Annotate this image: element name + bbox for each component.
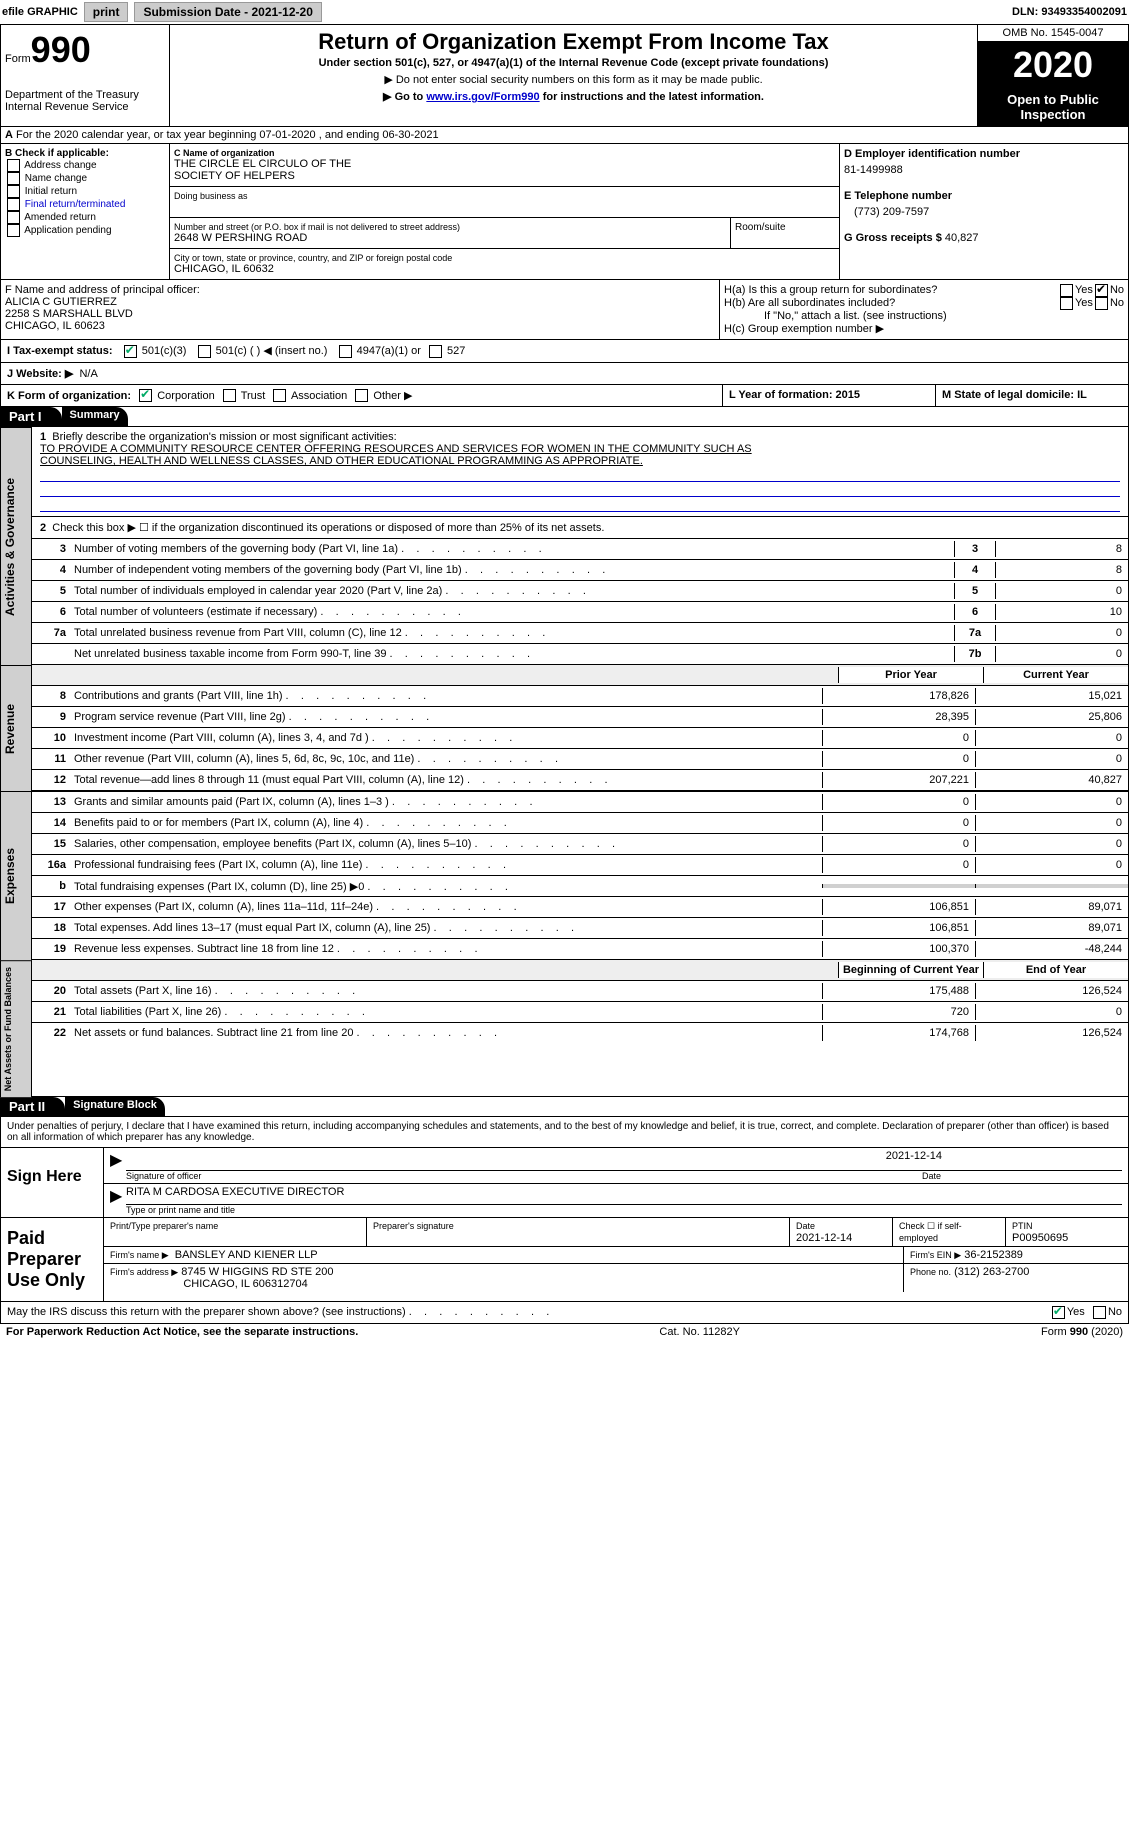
form-title: Return of Organization Exempt From Incom… <box>174 29 973 55</box>
form-header: Form990 Department of the Treasury Inter… <box>0 25 1129 127</box>
dept-treasury: Department of the Treasury Internal Reve… <box>5 89 165 113</box>
b-item: Name change <box>5 172 165 185</box>
b-item: Amended return <box>5 211 165 224</box>
fin-line: 21 Total liabilities (Part X, line 26) 7… <box>32 1001 1128 1022</box>
block-bcde: B Check if applicable: Address change Na… <box>0 144 1129 280</box>
b-item: Application pending <box>5 224 165 237</box>
omb: OMB No. 1545-0047 <box>978 25 1128 42</box>
fin-line: b Total fundraising expenses (Part IX, c… <box>32 875 1128 896</box>
fin-line: 18 Total expenses. Add lines 13–17 (must… <box>32 917 1128 938</box>
col-de: D Employer identification number 81-1499… <box>839 144 1128 279</box>
header-right: OMB No. 1545-0047 2020 Open to Public In… <box>977 25 1128 126</box>
b-label: B Check if applicable: <box>5 148 165 159</box>
col-f: F Name and address of principal officer:… <box>1 280 720 339</box>
top-bar: efile GRAPHIC print Submission Date - 20… <box>0 0 1129 25</box>
col-c: C Name of organization THE CIRCLE EL CIR… <box>170 144 839 279</box>
form-word: Form <box>5 53 31 65</box>
fin-line: 9 Program service revenue (Part VIII, li… <box>32 706 1128 727</box>
fin-line: 13 Grants and similar amounts paid (Part… <box>32 791 1128 812</box>
submission-date[interactable]: Submission Date - 2021-12-20 <box>134 2 321 22</box>
gov-line: 4 Number of independent voting members o… <box>32 559 1128 580</box>
gov-line: 3 Number of voting members of the govern… <box>32 538 1128 559</box>
fin-line: 14 Benefits paid to or for members (Part… <box>32 812 1128 833</box>
col-b: B Check if applicable: Address change Na… <box>1 144 170 279</box>
b-item: Address change <box>5 159 165 172</box>
part2-head: Part II Signature Block <box>0 1097 1129 1117</box>
irs-link[interactable]: www.irs.gov/Form990 <box>426 91 539 103</box>
header-mid: Return of Organization Exempt From Incom… <box>170 25 977 126</box>
b-item: Final return/terminated <box>5 198 165 211</box>
row-i: I Tax-exempt status: 501(c)(3) 501(c) ( … <box>0 340 1129 363</box>
fin-line: 20 Total assets (Part X, line 16) 175,48… <box>32 980 1128 1001</box>
open-public: Open to Public Inspection <box>978 88 1128 126</box>
section-expenses: Expenses 13 Grants and similar amounts p… <box>0 791 1129 960</box>
gov-line: 5 Total number of individuals employed i… <box>32 580 1128 601</box>
part1-head: Part I Summary <box>0 407 1129 427</box>
side-expenses: Expenses <box>0 791 32 960</box>
fin-line: 12 Total revenue—add lines 8 through 11 … <box>32 769 1128 790</box>
section-netassets: Net Assets or Fund Balances Beginning of… <box>0 960 1129 1097</box>
form-990: 990 <box>31 29 91 70</box>
fin-line: 15 Salaries, other compensation, employe… <box>32 833 1128 854</box>
sign-here: Sign Here ▶ 2021-12-14 Signature of offi… <box>0 1148 1129 1218</box>
row-j: J Website: ▶ N/A <box>0 363 1129 385</box>
section-governance: Activities & Governance 1 Briefly descri… <box>0 427 1129 665</box>
row-fh: F Name and address of principal officer:… <box>0 280 1129 340</box>
row-a: A For the 2020 calendar year, or tax yea… <box>0 127 1129 144</box>
tax-year: 2020 <box>978 42 1128 88</box>
fin-line: 11 Other revenue (Part VIII, column (A),… <box>32 748 1128 769</box>
b-item: Initial return <box>5 185 165 198</box>
may-irs: May the IRS discuss this return with the… <box>0 1302 1129 1324</box>
subtitle-3: ▶ Go to www.irs.gov/Form990 for instruct… <box>174 90 973 103</box>
fin-line: 10 Investment income (Part VIII, column … <box>32 727 1128 748</box>
footer: For Paperwork Reduction Act Notice, see … <box>0 1324 1129 1340</box>
gov-line: 6 Total number of volunteers (estimate i… <box>32 601 1128 622</box>
fin-line: 19 Revenue less expenses. Subtract line … <box>32 938 1128 959</box>
subtitle-2: ▶ Do not enter social security numbers o… <box>174 73 973 86</box>
gov-line: Net unrelated business taxable income fr… <box>32 643 1128 664</box>
row-klm: K Form of organization: Corporation Trus… <box>0 385 1129 408</box>
header-left: Form990 Department of the Treasury Inter… <box>1 25 170 126</box>
paid-preparer: Paid Preparer Use Only Print/Type prepar… <box>0 1218 1129 1302</box>
efile-label: efile GRAPHIC <box>2 6 78 18</box>
side-governance: Activities & Governance <box>0 427 32 665</box>
fin-line: 8 Contributions and grants (Part VIII, l… <box>32 685 1128 706</box>
gov-line: 7a Total unrelated business revenue from… <box>32 622 1128 643</box>
side-revenue: Revenue <box>0 665 32 791</box>
dln: DLN: 93493354002091 <box>1012 6 1127 18</box>
fin-line: 22 Net assets or fund balances. Subtract… <box>32 1022 1128 1043</box>
subtitle-1: Under section 501(c), 527, or 4947(a)(1)… <box>174 57 973 69</box>
col-h: H(a) Is this a group return for subordin… <box>720 280 1128 339</box>
fin-line: 16a Professional fundraising fees (Part … <box>32 854 1128 875</box>
fin-line: 17 Other expenses (Part IX, column (A), … <box>32 896 1128 917</box>
side-netassets: Net Assets or Fund Balances <box>0 960 32 1097</box>
section-revenue: Revenue Prior Year Current Year 8 Contri… <box>0 665 1129 791</box>
print-button[interactable]: print <box>84 2 129 22</box>
penalty-text: Under penalties of perjury, I declare th… <box>0 1117 1129 1148</box>
